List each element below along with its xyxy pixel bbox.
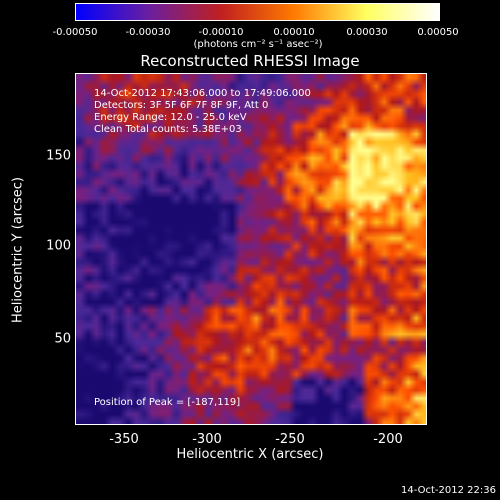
colorbar xyxy=(75,3,440,21)
y-tick-label: 150 xyxy=(46,148,71,164)
colorbar-tick-label: 0.00050 xyxy=(417,27,459,38)
colorbar-tick-label: 0.00010 xyxy=(273,27,315,38)
colorbar-units: (photons cm⁻² s⁻¹ asec⁻²) xyxy=(193,39,323,50)
peak-position: Position of Peak = [-187,119] xyxy=(94,397,241,408)
y-tick-label: 100 xyxy=(46,238,71,254)
info-total-counts: Clean Total counts: 5.38E+03 xyxy=(94,124,242,135)
colorbar-tick-label: -0.00030 xyxy=(125,27,171,38)
y-tick-label: 50 xyxy=(54,331,71,347)
plot-timestamp: 14-Oct-2012 22:36 xyxy=(401,485,496,496)
plot-title: Reconstructed RHESSI Image xyxy=(140,52,360,70)
colorbar-tick-label: 0.00030 xyxy=(346,27,388,38)
x-tick-label: -350 xyxy=(109,432,139,447)
info-detectors: Detectors: 3F 5F 6F 7F 8F 9F, Att 0 xyxy=(94,100,269,111)
colorbar-tick-label: -0.00010 xyxy=(198,27,244,38)
y-axis-label: Heliocentric Y (arcsec) xyxy=(10,177,26,323)
x-axis-label: Heliocentric X (arcsec) xyxy=(176,447,324,462)
x-tick-label: -250 xyxy=(275,432,305,447)
x-tick-label: -200 xyxy=(373,432,403,447)
x-tick-label: -300 xyxy=(192,432,222,447)
colorbar-tick-label: -0.00050 xyxy=(52,27,98,38)
info-energy-range: Energy Range: 12.0 - 25.0 keV xyxy=(94,112,247,123)
info-time-range: 14-Oct-2012 17:43:06.000 to 17:49:06.000 xyxy=(94,88,311,99)
heatmap-image xyxy=(76,74,426,424)
image-plot-area xyxy=(75,73,427,425)
